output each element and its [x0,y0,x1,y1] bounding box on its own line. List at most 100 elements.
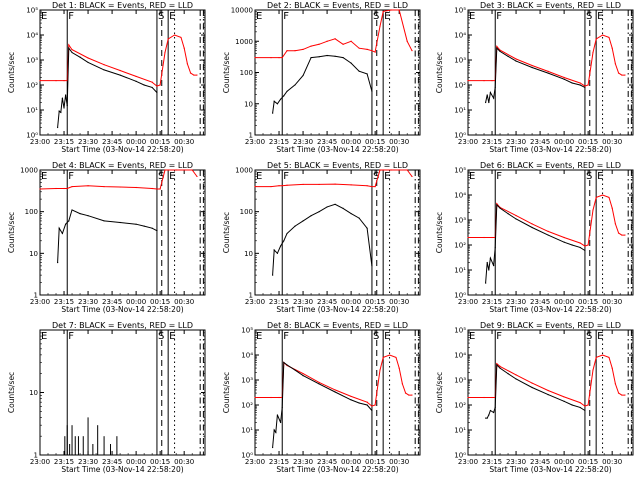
y-tick-label: 10¹ [26,107,38,115]
data-point-lld [183,169,185,171]
data-point-events [286,232,288,235]
data-point-lld [254,396,256,399]
data-point-lld [531,382,533,384]
data-point-events [286,90,288,92]
x-tick-label: 23:00 [245,138,265,146]
y-tick-label: 10³ [241,377,253,385]
y-tick-label: 10² [26,82,38,90]
x-tick-label: 00:15 [365,298,385,306]
data-point-lld [390,9,392,11]
data-point-lld [398,9,400,11]
data-point-events [281,406,283,409]
data-point-lld [87,185,89,187]
x-tick-label: 00:15 [365,138,385,146]
x-tick-label: 23:30 [293,138,313,146]
data-point-lld [66,187,68,190]
x-tick-label: 23:15 [54,458,74,466]
data-point-events [350,62,352,64]
data-point-events [58,227,60,229]
data-point-lld [547,70,549,72]
x-tick-label: 23:45 [317,458,337,466]
y-tick-label: 10 [244,100,253,108]
panel-title: Det 8: BLACK = Events, RED = LLD [267,321,408,330]
x-tick-label: 00:30 [602,458,622,466]
data-point-events [488,414,490,416]
data-point-lld [592,369,594,371]
marker-label: F [68,171,74,182]
data-point-lld [411,175,413,178]
marker-label: S [373,171,379,182]
data-point-lld [587,244,589,246]
series-line-lld [468,354,625,407]
data-point-lld [491,79,493,82]
data-point-lld [611,47,613,49]
data-point-lld [515,58,517,60]
data-point-lld [467,396,469,399]
data-point-lld [608,36,610,39]
data-point-lld [371,405,373,407]
x-tick-label: 23:15 [269,458,289,466]
x-tick-label: 00:30 [389,458,409,466]
data-point-lld [531,223,533,225]
data-point-events [579,406,581,409]
series-line-lld [40,34,197,87]
data-point-lld [584,245,586,247]
data-point-lld [39,188,41,190]
data-point-events [326,206,328,208]
data-point-lld [196,74,198,76]
data-point-lld [183,47,185,49]
x-axis-title: Start Time (03-Nov-14 22:58:20) [276,465,398,474]
data-point-lld [584,85,586,87]
x-tick-label: 23:30 [78,138,98,146]
series-line-events [485,363,586,419]
data-point-lld [467,79,469,82]
y-tick-label: 10² [454,82,466,90]
data-point-lld [547,230,549,232]
data-point-events [310,215,312,217]
x-tick-label: 00:15 [578,298,598,306]
x-tick-label: 00:30 [602,138,622,146]
data-point-lld [366,48,368,50]
data-point-lld [563,396,565,398]
data-point-events [294,84,296,86]
data-point-events [563,400,565,402]
data-point-lld [318,183,320,186]
y-tick-label: 10³ [454,217,466,225]
data-point-events [302,220,304,222]
data-point-lld [563,76,565,79]
data-point-lld [164,51,166,54]
panel-title: Det 6: BLACK = Events, RED = LLD [480,161,621,170]
data-point-lld [334,38,336,40]
panel-title: Det 9: BLACK = Events, RED = LLD [480,321,621,330]
panel-title: Det 4: BLACK = Events, RED = LLD [52,161,193,170]
x-tick-label: 23:45 [317,138,337,146]
marker-label: E [597,171,603,182]
data-point-events [358,217,360,219]
y-tick-label: 10² [454,242,466,250]
data-point-lld [350,40,352,42]
y-axis-title: Counts/sec [435,212,444,253]
data-point-events [366,227,368,229]
data-point-lld [281,56,283,59]
data-point-events [143,225,145,227]
marker-label: S [158,331,164,342]
data-point-lld [382,356,384,359]
data-point-lld [395,356,397,359]
data-point-events [280,98,282,100]
y-axis-title: Counts/sec [222,52,231,93]
x-tick-label: 00:30 [174,138,194,146]
x-tick-label: 23:00 [30,458,50,466]
marker-label: E [384,11,390,22]
plot-frame [254,9,421,136]
marker-label: S [586,171,592,182]
data-point-events [485,417,487,419]
marker-label: S [586,331,592,342]
marker-label: E [469,171,475,182]
y-tick-label: 10 [244,250,253,258]
data-point-events [496,204,498,206]
data-point-lld [371,50,373,52]
chart-panel-6: Det 6: BLACK = Events, RED = LLD 10⁰ 10¹ 10… [435,161,634,314]
chart-panel-9: Det 9: BLACK = Events, RED = LLD 10⁰ 10¹ 10… [435,321,634,474]
data-point-events [486,417,488,419]
data-point-lld [595,38,597,40]
